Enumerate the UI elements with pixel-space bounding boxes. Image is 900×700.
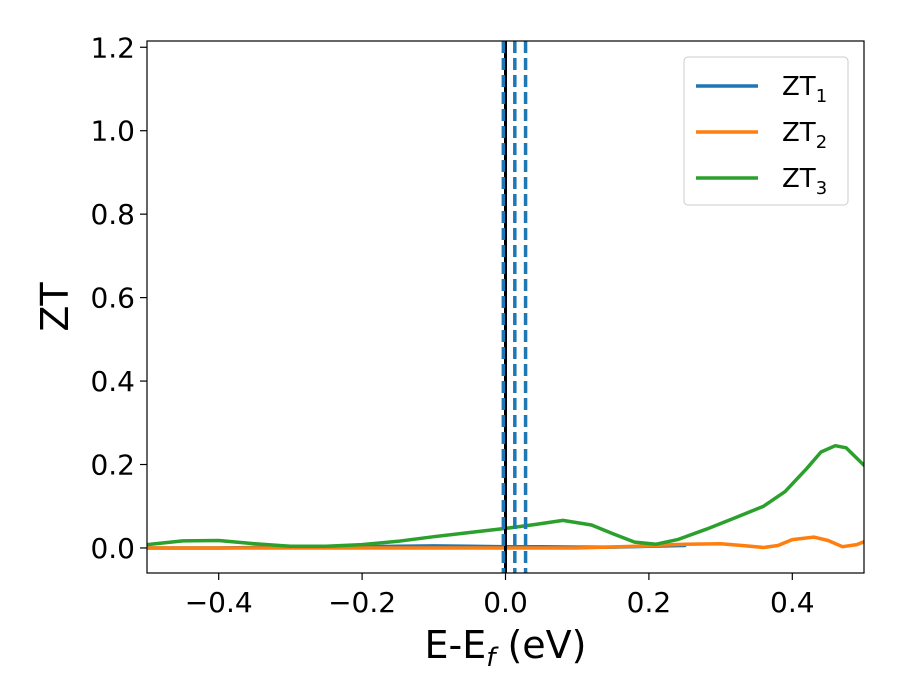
x-tick-label: −0.2 (328, 586, 396, 619)
series-layer (147, 443, 864, 550)
legend-box (683, 56, 849, 206)
legend-label-main: ZT (782, 164, 816, 194)
x-tick-label: 0.2 (627, 586, 672, 619)
x-tick-label: 0.4 (770, 586, 815, 619)
x-ticks: −0.4 −0.2 0.0 0.2 0.4 (185, 573, 815, 619)
legend-label-sub: 2 (816, 132, 827, 153)
x-axis-label-main: E-E (425, 623, 487, 667)
x-axis-label: E-Ef (eV) (425, 623, 587, 673)
x-tick-label: −0.4 (185, 586, 253, 619)
legend-label-2: ZT2 (782, 118, 827, 153)
x-tick-label: 0.0 (483, 586, 528, 619)
series-line-2 (147, 535, 864, 550)
vertical-lines (501, 41, 528, 573)
y-ticks: 0.0 0.2 0.4 0.6 0.8 1.0 1.2 (90, 31, 147, 565)
y-tick-label: 0.8 (90, 198, 135, 231)
y-tick-label: 0.2 (90, 449, 135, 482)
x-axis-label-unit: (eV) (495, 623, 586, 667)
legend-label-1: ZT1 (782, 72, 827, 107)
y-tick-label: 0.0 (90, 532, 135, 565)
y-tick-label: 1.0 (90, 115, 135, 148)
y-tick-label: 0.6 (90, 282, 135, 315)
series-line-3 (147, 443, 864, 549)
y-axis-label: ZT (33, 282, 77, 332)
y-tick-label: 1.2 (90, 31, 135, 64)
legend-label-sub: 1 (816, 86, 827, 107)
legend-label-main: ZT (782, 72, 816, 102)
legend-label-3: ZT3 (782, 164, 827, 199)
legend-label-sub: 3 (816, 178, 827, 199)
y-tick-label: 0.4 (90, 365, 135, 398)
legend-label-main: ZT (782, 118, 816, 148)
